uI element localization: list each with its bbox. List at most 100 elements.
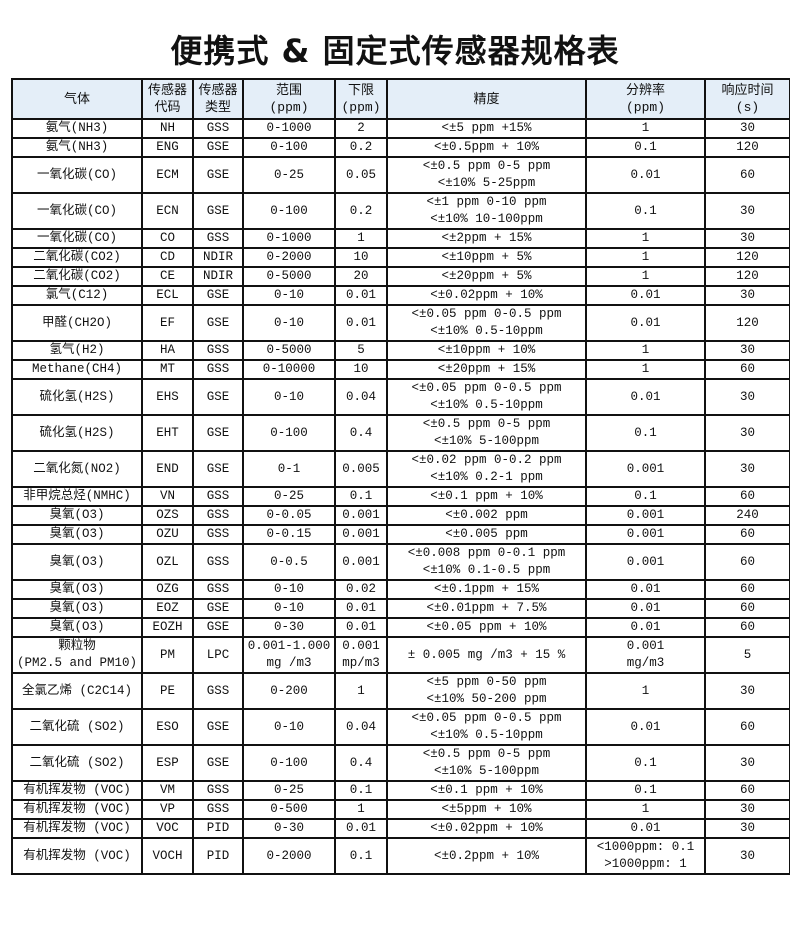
cell-gas: 非甲烷总烃(NMHC) — [11, 486, 143, 507]
cell-sensor-type: GSS — [192, 359, 244, 380]
cell-sensor-code: OZL — [141, 543, 194, 581]
cell-resolution: 0.01 — [585, 708, 706, 746]
table-row: 二氧化硫 (SO2) ESP GSE 0-100 0.4 <±0.5 ppm 0-5 pp… — [11, 744, 790, 782]
cell-range: 0-1000 — [242, 228, 336, 249]
cell-sensor-type: GSE — [192, 708, 244, 746]
cell-lower-limit: 0.2 — [334, 192, 388, 230]
cell-resolution: 1 — [585, 228, 706, 249]
table-row: 一氧化碳(CO) CO GSS 0-1000 1 <±2ppm + 15% 1 30 — [11, 228, 790, 249]
cell-resolution: 0.01 — [585, 818, 706, 839]
cell-response-time: 30 — [704, 285, 790, 306]
cell-sensor-type: GSE — [192, 192, 244, 230]
cell-sensor-type: GSE — [192, 414, 244, 452]
cell-sensor-type: GSS — [192, 672, 244, 710]
cell-sensor-type: GSE — [192, 617, 244, 638]
cell-lower-limit: 0.001 mp/m3 — [334, 636, 388, 674]
cell-gas: 氨气(NH3) — [11, 118, 143, 139]
table-row: 臭氧(O3) OZG GSS 0-10 0.02 <±0.1ppm + 15% 0.01 60 — [11, 579, 790, 600]
cell-response-time: 240 — [704, 505, 790, 526]
cell-sensor-type: GSE — [192, 137, 244, 158]
cell-response-time: 30 — [704, 837, 790, 875]
cell-response-time: 30 — [704, 672, 790, 710]
cell-response-time: 60 — [704, 780, 790, 801]
cell-accuracy: <±0.05 ppm 0-0.5 ppm <±10% 0.5-10ppm — [386, 378, 587, 416]
cell-lower-limit: 0.2 — [334, 137, 388, 158]
cell-accuracy: <±10ppm + 5% — [386, 247, 587, 268]
cell-gas: 二氧化硫 (SO2) — [11, 744, 143, 782]
cell-resolution: 0.1 — [585, 192, 706, 230]
table-row: 全氯乙烯 (C2C14) PE GSS 0-200 1 <±5 ppm 0-50 ppm … — [11, 672, 790, 710]
cell-gas: 二氧化碳(CO2) — [11, 247, 143, 268]
cell-response-time: 60 — [704, 524, 790, 545]
cell-gas: 二氧化硫 (SO2) — [11, 708, 143, 746]
cell-response-time: 30 — [704, 744, 790, 782]
cell-resolution: 1 — [585, 672, 706, 710]
cell-lower-limit: 1 — [334, 672, 388, 710]
cell-range: 0-5000 — [242, 340, 336, 361]
table-row: 非甲烷总烃(NMHC) VN GSS 0-25 0.1 <±0.1 ppm + 10% 0.… — [11, 486, 790, 507]
cell-gas: 氯气(C12) — [11, 285, 143, 306]
cell-response-time: 60 — [704, 156, 790, 194]
table-row: 臭氧(O3) OZS GSS 0-0.05 0.001 <±0.002 ppm 0.001 2… — [11, 505, 790, 526]
cell-lower-limit: 0.001 — [334, 505, 388, 526]
cell-sensor-type: GSS — [192, 524, 244, 545]
cell-resolution: 0.001 — [585, 450, 706, 488]
cell-sensor-type: PID — [192, 837, 244, 875]
cell-sensor-type: GSE — [192, 285, 244, 306]
cell-range: 0-25 — [242, 156, 336, 194]
cell-accuracy: <±2ppm + 15% — [386, 228, 587, 249]
cell-gas: 颗粒物 (PM2.5 and PM10) — [11, 636, 143, 674]
cell-resolution: 0.01 — [585, 285, 706, 306]
cell-accuracy: <±0.002 ppm — [386, 505, 587, 526]
cell-sensor-code: EOZH — [141, 617, 194, 638]
cell-sensor-code: VM — [141, 780, 194, 801]
cell-sensor-code: CO — [141, 228, 194, 249]
cell-lower-limit: 0.01 — [334, 598, 388, 619]
cell-response-time: 60 — [704, 579, 790, 600]
table-row: 二氧化氮(NO2) END GSE 0-1 0.005 <±0.02 ppm 0-0.2 … — [11, 450, 790, 488]
cell-resolution: 1 — [585, 266, 706, 287]
table-row: 氯气(C12) ECL GSE 0-10 0.01 <±0.02ppm + 10% 0.01… — [11, 285, 790, 306]
cell-lower-limit: 0.1 — [334, 780, 388, 801]
table-row: 二氧化硫 (SO2) ESO GSE 0-10 0.04 <±0.05 ppm 0-0.5… — [11, 708, 790, 746]
cell-sensor-code: VP — [141, 799, 194, 820]
table-row: 氨气(NH3) NH GSS 0-1000 2 <±5 ppm +15% 1 30 — [11, 118, 790, 139]
cell-sensor-type: GSS — [192, 579, 244, 600]
cell-sensor-type: GSS — [192, 118, 244, 139]
cell-accuracy: <±0.05 ppm 0-0.5 ppm <±10% 0.5-10ppm — [386, 708, 587, 746]
cell-sensor-type: PID — [192, 818, 244, 839]
cell-sensor-code: PE — [141, 672, 194, 710]
cell-gas: 硫化氢(H2S) — [11, 378, 143, 416]
cell-accuracy: <±10ppm + 10% — [386, 340, 587, 361]
cell-sensor-type: NDIR — [192, 247, 244, 268]
cell-sensor-type: NDIR — [192, 266, 244, 287]
sensor-spec-table: 气体 传感器 代码 传感器 类型 范围 (ppm) 下限 (ppm) 精度 分辨率 (ppm… — [11, 78, 790, 875]
cell-range: 0-100 — [242, 744, 336, 782]
column-header-accuracy: 精度 — [386, 78, 587, 120]
cell-resolution: 1 — [585, 118, 706, 139]
cell-gas: 有机挥发物 (VOC) — [11, 818, 143, 839]
table-row: Methane(CH4) MT GSS 0-10000 10 <±20ppm + 15% 1… — [11, 359, 790, 380]
cell-lower-limit: 20 — [334, 266, 388, 287]
cell-range: 0-100 — [242, 192, 336, 230]
cell-resolution: 0.01 — [585, 156, 706, 194]
cell-gas: 甲醛(CH2O) — [11, 304, 143, 342]
cell-sensor-type: GSE — [192, 378, 244, 416]
cell-response-time: 5 — [704, 636, 790, 674]
cell-response-time: 60 — [704, 486, 790, 507]
cell-lower-limit: 0.01 — [334, 304, 388, 342]
column-header-range: 范围 (ppm) — [242, 78, 336, 120]
cell-sensor-type: GSS — [192, 340, 244, 361]
cell-resolution: 0.1 — [585, 414, 706, 452]
cell-range: 0-10 — [242, 378, 336, 416]
cell-range: 0-1000 — [242, 118, 336, 139]
cell-range: 0-100 — [242, 414, 336, 452]
cell-resolution: 0.1 — [585, 137, 706, 158]
cell-sensor-type: LPC — [192, 636, 244, 674]
cell-lower-limit: 0.4 — [334, 744, 388, 782]
cell-gas: 氨气(NH3) — [11, 137, 143, 158]
cell-resolution: 0.01 — [585, 378, 706, 416]
cell-accuracy: <±0.5ppm + 10% — [386, 137, 587, 158]
cell-sensor-code: VN — [141, 486, 194, 507]
cell-lower-limit: 0.001 — [334, 543, 388, 581]
